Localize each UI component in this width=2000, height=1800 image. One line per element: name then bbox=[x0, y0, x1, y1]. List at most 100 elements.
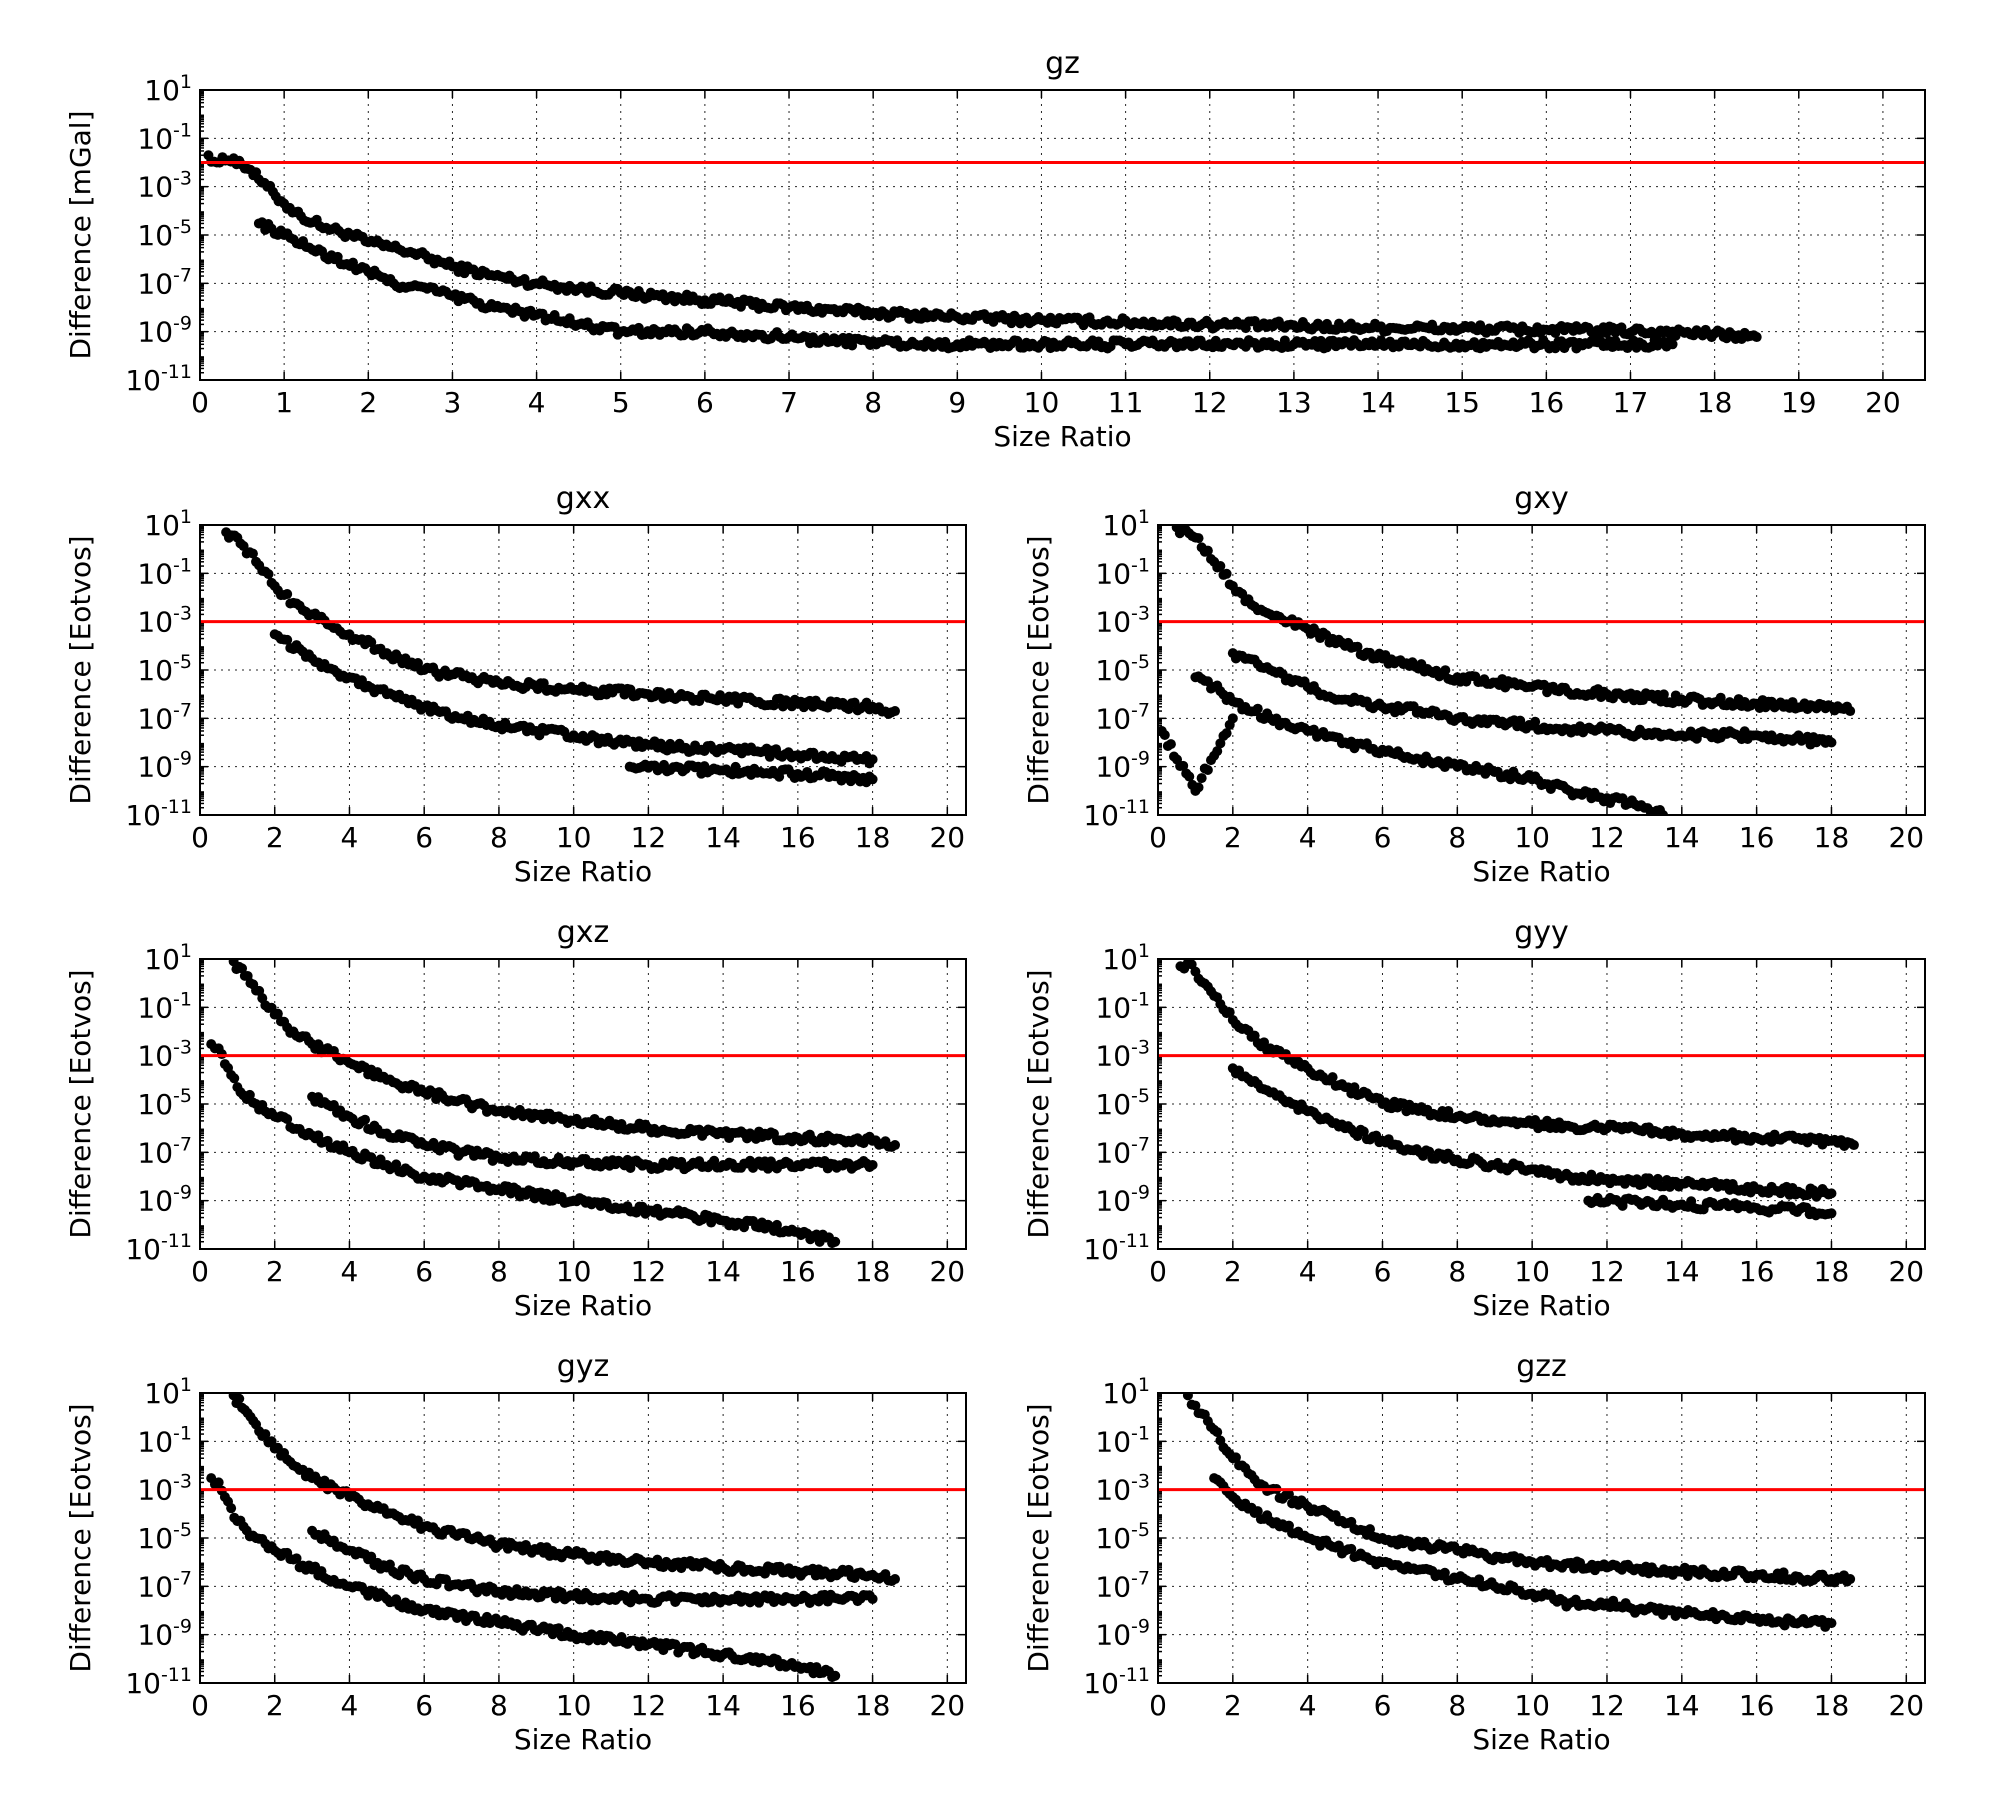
plot-frame bbox=[199, 89, 1926, 381]
y-tick-exponent: -1 bbox=[173, 119, 192, 141]
data-point-s0 bbox=[890, 706, 901, 717]
y-tick-exponent: -1 bbox=[173, 988, 192, 1010]
data-point-s3 bbox=[1193, 782, 1204, 793]
y-tick-label: 10-9 bbox=[137, 1182, 192, 1218]
y-tick-exponent: -1 bbox=[1131, 554, 1150, 576]
y-axis-label: Difference [Eotvos] bbox=[64, 969, 97, 1238]
y-tick-label: 10-1 bbox=[1095, 988, 1150, 1024]
x-tick-label: 4 bbox=[341, 1255, 359, 1288]
scatter-points bbox=[206, 959, 901, 1249]
x-tick-label: 20 bbox=[929, 821, 965, 854]
x-tick-label: 14 bbox=[705, 1255, 741, 1288]
x-tick-label: 4 bbox=[341, 1689, 359, 1722]
y-tick-label: 10-3 bbox=[1095, 603, 1150, 639]
y-tick-exponent: 1 bbox=[180, 940, 192, 962]
y-tick-label: 101 bbox=[144, 940, 192, 976]
data-point-s1 bbox=[867, 1593, 878, 1604]
data-point-s3 bbox=[1184, 771, 1195, 782]
data-point-s2 bbox=[282, 1114, 293, 1125]
x-tick-label: 9 bbox=[948, 386, 966, 419]
y-tick-exponent: -9 bbox=[173, 1182, 192, 1204]
x-tick-label: 2 bbox=[1224, 1255, 1242, 1288]
y-tick-label: 10-3 bbox=[137, 1471, 192, 1507]
y-tick-exponent: -5 bbox=[1131, 651, 1150, 673]
x-tick-label: 2 bbox=[266, 1689, 284, 1722]
y-tick-exponent: -3 bbox=[173, 1471, 192, 1493]
x-tick-label: 8 bbox=[864, 386, 882, 419]
y-tick-label: 10-5 bbox=[137, 1085, 192, 1121]
y-tick-label: 10-11 bbox=[125, 361, 192, 397]
x-tick-label: 8 bbox=[1448, 821, 1466, 854]
x-tick-label: 15 bbox=[1444, 386, 1480, 419]
x-tick-label: 8 bbox=[490, 1255, 508, 1288]
y-axis-label: Difference [Eotvos] bbox=[1022, 535, 1055, 804]
data-point-s1 bbox=[867, 1159, 878, 1170]
chart-gyy: 0 2 4 6 8 10 12 14 16 18 20 101 10-1 10-3 10-5 10-7 10-9… bbox=[1022, 915, 1926, 1322]
y-tick-label: 10-11 bbox=[125, 1230, 192, 1266]
data-point-s1 bbox=[282, 634, 293, 645]
x-tick-label: 0 bbox=[191, 1255, 209, 1288]
y-tick-label: 10-5 bbox=[1095, 651, 1150, 687]
data-point-s2 bbox=[226, 1503, 237, 1514]
data-point-s2 bbox=[771, 1219, 782, 1230]
y-tick-label: 101 bbox=[144, 71, 192, 107]
data-point-s2 bbox=[1826, 1208, 1837, 1219]
y-tick-label: 10-1 bbox=[1095, 1422, 1150, 1458]
y-tick-label: 10-5 bbox=[137, 216, 192, 252]
data-point-s3 bbox=[1221, 728, 1232, 739]
x-tick-label: 18 bbox=[855, 1255, 891, 1288]
data-point-s0 bbox=[1658, 689, 1669, 700]
x-tick-label: 7 bbox=[780, 386, 798, 419]
x-tick-label: 6 bbox=[415, 1689, 433, 1722]
x-tick-label: 14 bbox=[1360, 386, 1396, 419]
y-tick-label: 10-11 bbox=[1083, 1230, 1150, 1266]
x-tick-label: 16 bbox=[1529, 386, 1565, 419]
data-point-s0 bbox=[1202, 545, 1213, 556]
chart-gxy: 0 2 4 6 8 10 12 14 16 18 20 101 10-1 10-3 10-5 10-7 10-9… bbox=[1022, 481, 1926, 888]
data-point-s2 bbox=[1658, 810, 1669, 815]
data-point-s1 bbox=[867, 754, 878, 765]
data-point-s0 bbox=[1327, 1072, 1338, 1083]
x-tick-label: 14 bbox=[1664, 1255, 1700, 1288]
y-tick-label: 10-7 bbox=[137, 264, 192, 300]
data-point-s0 bbox=[234, 1393, 245, 1404]
x-axis-label: Size Ratio bbox=[1472, 855, 1610, 888]
x-tick-label: 12 bbox=[631, 1255, 667, 1288]
x-tick-label: 18 bbox=[1814, 1255, 1850, 1288]
x-axis-label: Size Ratio bbox=[514, 855, 652, 888]
y-tick-label: 10-3 bbox=[1095, 1471, 1150, 1507]
y-tick-label: 10-3 bbox=[137, 1037, 192, 1073]
y-tick-label: 101 bbox=[1102, 506, 1150, 542]
x-tick-label: 6 bbox=[1374, 821, 1392, 854]
x-tick-label: 18 bbox=[1814, 821, 1850, 854]
x-axis-label: Size Ratio bbox=[514, 1289, 652, 1322]
x-tick-label: 16 bbox=[780, 1255, 816, 1288]
data-point-s2 bbox=[553, 1623, 564, 1634]
y-tick-exponent: 1 bbox=[180, 71, 192, 93]
data-point-s2 bbox=[1252, 703, 1263, 714]
x-tick-label: 18 bbox=[1814, 1689, 1850, 1722]
x-tick-label: 4 bbox=[1299, 1255, 1317, 1288]
x-tick-label: 18 bbox=[855, 1689, 891, 1722]
x-tick-label: 4 bbox=[1299, 821, 1317, 854]
x-tick-label: 20 bbox=[1865, 386, 1901, 419]
scatter-points bbox=[203, 150, 1762, 354]
data-point-s2 bbox=[867, 774, 878, 785]
data-point-s0 bbox=[1259, 1037, 1270, 1048]
x-tick-label: 6 bbox=[415, 1255, 433, 1288]
data-point-s0 bbox=[1848, 1140, 1859, 1151]
x-tick-label: 11 bbox=[1108, 386, 1144, 419]
y-tick-exponent: -3 bbox=[173, 603, 192, 625]
y-tick-label: 10-9 bbox=[137, 1616, 192, 1652]
y-tick-exponent: -3 bbox=[1131, 1471, 1150, 1493]
y-tick-exponent: -9 bbox=[1131, 1182, 1150, 1204]
data-point-s0 bbox=[1193, 533, 1204, 544]
x-tick-label: 4 bbox=[528, 386, 546, 419]
y-tick-label: 10-7 bbox=[1095, 699, 1150, 735]
y-tick-exponent: -3 bbox=[173, 1037, 192, 1059]
plot-frame bbox=[1157, 958, 1926, 1250]
x-axis-label: Size Ratio bbox=[993, 420, 1131, 453]
y-tick-exponent: -11 bbox=[161, 361, 192, 383]
x-tick-label: 18 bbox=[855, 821, 891, 854]
y-tick-exponent: -7 bbox=[173, 1567, 192, 1589]
